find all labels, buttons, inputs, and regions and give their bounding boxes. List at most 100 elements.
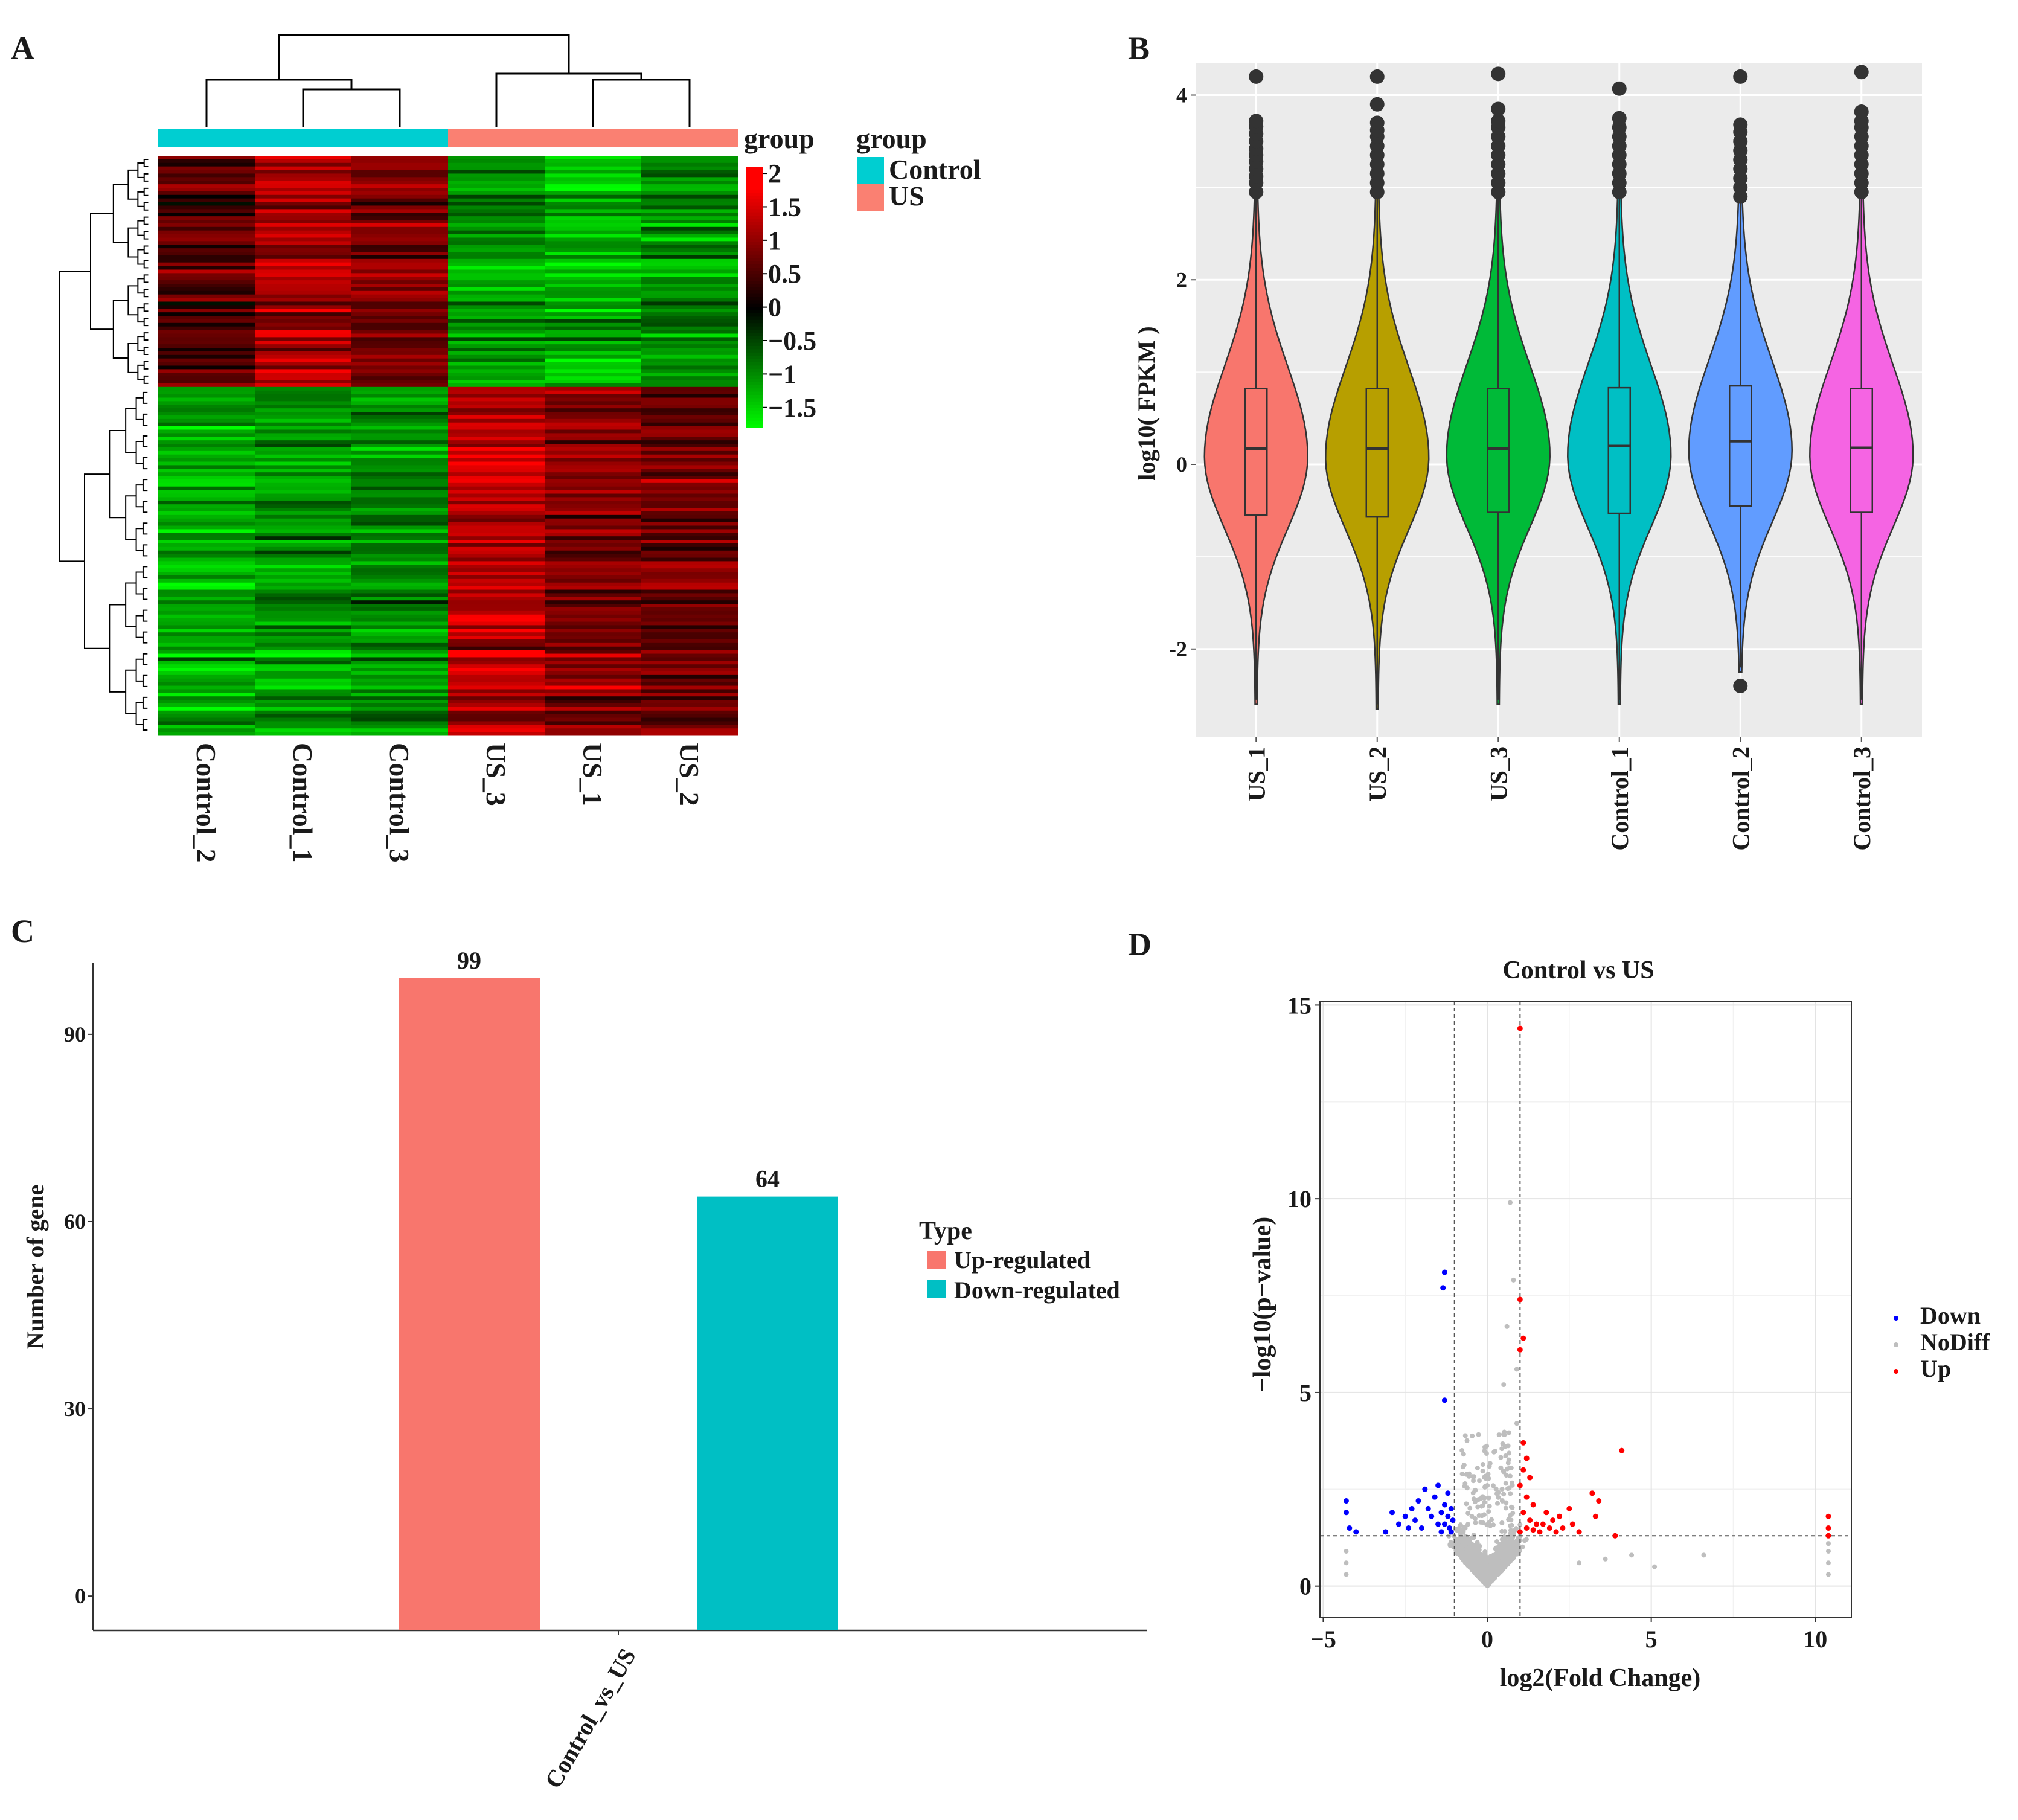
heatmap-cell xyxy=(158,159,255,164)
heatmap-cell xyxy=(158,561,255,565)
heatmap-cell xyxy=(158,514,255,519)
heatmap-cell xyxy=(255,469,352,473)
heatmap-cell xyxy=(158,618,255,623)
heatmap-cell xyxy=(158,597,255,601)
down-point xyxy=(1425,1505,1431,1511)
heatmap-cell xyxy=(448,181,545,185)
heatmap-cell xyxy=(158,607,255,612)
nodiff-point xyxy=(1488,1523,1493,1528)
heatmap-cell xyxy=(641,220,738,224)
heatmap-cell xyxy=(351,486,449,491)
heatmap-cell xyxy=(158,418,255,423)
heatmap-cell xyxy=(448,678,545,683)
heatmap-cell xyxy=(351,447,449,452)
heatmap-cell xyxy=(641,408,738,412)
heatmap-cell xyxy=(158,700,255,704)
heatmap-cell xyxy=(641,351,738,356)
heatmap-cell xyxy=(351,344,449,348)
heatmap-cell xyxy=(545,344,642,348)
colorbar-segment xyxy=(746,189,763,193)
heatmap-cell xyxy=(448,305,545,309)
colorbar-segment xyxy=(746,391,763,396)
heatmap-cell xyxy=(255,668,352,672)
heatmap-cell xyxy=(641,710,738,715)
heatmap-cell xyxy=(158,245,255,249)
heatmap-cell xyxy=(448,653,545,658)
dendrogram-link xyxy=(143,245,149,254)
heatmap-cell xyxy=(351,426,449,430)
x-tick-label-control_1: Control_1 xyxy=(1606,746,1633,851)
heatmap-cell xyxy=(351,497,449,501)
annotation-title: group xyxy=(744,123,815,154)
heatmap-cell xyxy=(351,725,449,729)
down-point xyxy=(1389,1510,1395,1516)
x-tick-label: 10 xyxy=(1803,1626,1827,1653)
dendrogram-link xyxy=(127,285,138,316)
heatmap-cell xyxy=(158,309,255,313)
heatmap-cell xyxy=(351,408,449,412)
nodiff-point xyxy=(1476,1432,1481,1437)
heatmap-cell xyxy=(545,554,642,559)
heatmap-cell xyxy=(448,188,545,192)
heatmap-cell xyxy=(641,284,738,288)
heatmap-cell xyxy=(255,725,352,729)
heatmap-cell xyxy=(545,301,642,306)
heatmap-cell xyxy=(351,646,449,651)
heatmap-cell xyxy=(351,184,449,188)
heatmap-cell xyxy=(545,198,642,203)
dendrogram-link xyxy=(125,408,136,453)
heatmap-cell xyxy=(448,725,545,729)
legend-dot-nodiff xyxy=(1894,1342,1898,1347)
heatmap-cell xyxy=(545,476,642,480)
heatmap-cell xyxy=(351,433,449,437)
heatmap-cell xyxy=(158,678,255,683)
heatmap-cell xyxy=(158,614,255,619)
annotation-cell-us_1 xyxy=(545,129,642,147)
heatmap-cell xyxy=(351,191,449,196)
heatmap-cell xyxy=(545,450,642,455)
heatmap-cell xyxy=(641,540,738,544)
colorbar-segment xyxy=(746,411,763,415)
heatmap-cell xyxy=(351,550,449,555)
heatmap-cell xyxy=(158,447,255,452)
down-point xyxy=(1422,1486,1428,1492)
row-dendrogram xyxy=(59,158,149,731)
heatmap-cell xyxy=(641,348,738,352)
heatmap-cell xyxy=(448,639,545,644)
up-point xyxy=(1537,1529,1543,1535)
colorbar-segment xyxy=(746,176,763,181)
nodiff-point xyxy=(1472,1474,1477,1479)
heatmap-cell xyxy=(158,693,255,697)
colorbar-segment xyxy=(746,205,763,210)
heatmap-cell xyxy=(641,390,738,395)
nodiff-point xyxy=(1490,1574,1495,1579)
nodiff-point xyxy=(1466,1471,1472,1476)
dendrogram-link xyxy=(84,473,110,649)
heatmap-cell xyxy=(641,472,738,476)
heatmap-cell xyxy=(545,629,642,633)
violin-outlier xyxy=(1491,114,1506,129)
nodiff-point xyxy=(1459,1447,1465,1453)
heatmap-cell xyxy=(545,166,642,171)
heatmap-cell xyxy=(641,277,738,281)
heatmap-cell xyxy=(448,298,545,302)
colorbar-segment xyxy=(746,382,763,386)
heatmap-cell xyxy=(448,703,545,708)
heatmap-cell xyxy=(255,540,352,544)
heatmap-cell xyxy=(545,433,642,437)
heatmap-cell xyxy=(255,575,352,580)
heatmap-cell xyxy=(255,721,352,725)
up-point xyxy=(1523,1455,1530,1461)
heatmap-cell xyxy=(641,373,738,377)
heatmap-cell xyxy=(448,433,545,437)
heatmap-cell xyxy=(641,354,738,359)
nodiff-point xyxy=(1516,1548,1521,1553)
heatmap-cell xyxy=(448,497,545,501)
heatmap-cell xyxy=(255,226,352,231)
nodiff-point xyxy=(1507,1473,1513,1479)
heatmap-cell xyxy=(158,557,255,562)
violin-outlier xyxy=(1854,104,1869,120)
threshold-lines xyxy=(1320,1001,1851,1617)
heatmap-cell xyxy=(351,390,449,395)
violin-outlier xyxy=(1854,65,1869,80)
